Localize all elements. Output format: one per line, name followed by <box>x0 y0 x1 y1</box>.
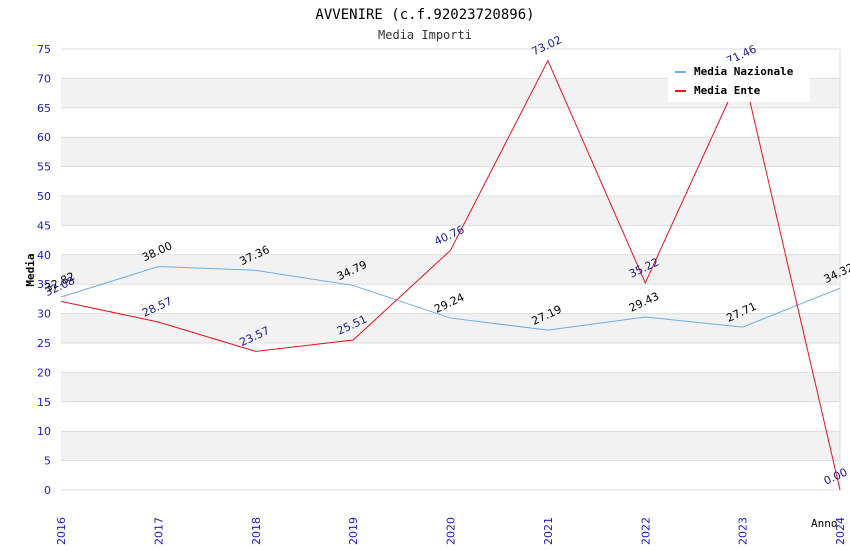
x-tick-label: 2020 <box>445 517 458 545</box>
plot-band <box>61 196 840 226</box>
x-tick-label: 2016 <box>55 517 68 545</box>
chart-title: AVVENIRE (c.f.92023720896) <box>315 7 534 23</box>
x-axis-ticks: 2016 2017 2018 2019 2020 2021 2022 2023 2024 <box>55 517 847 545</box>
legend-label-media-nazionale: Media Nazionale <box>694 65 794 78</box>
chart-subtitle: Media Importi <box>378 28 472 42</box>
legend-label-media-ente: Media Ente <box>694 84 761 97</box>
plot-band <box>61 284 840 314</box>
y-tick-label: 5 <box>44 455 51 468</box>
x-tick-label: 2018 <box>250 517 263 545</box>
y-tick-label: 50 <box>37 190 51 203</box>
plot-band <box>61 401 840 432</box>
y-tick-label: 0 <box>44 484 51 497</box>
y-tick-label: 75 <box>37 43 51 56</box>
y-tick-label: 40 <box>37 249 51 262</box>
y-axis-ticks: 0 5 10 15 20 25 30 35 40 45 50 55 60 65 70 75 <box>37 43 51 497</box>
x-axis-label: Anno <box>811 517 838 530</box>
plot-band <box>61 372 840 402</box>
y-axis-label: Media <box>24 253 37 286</box>
plot-bands <box>61 49 840 490</box>
grid-lines <box>61 48 841 491</box>
x-tick-label: 2021 <box>542 517 555 545</box>
y-tick-label: 15 <box>37 396 51 409</box>
y-tick-label: 70 <box>37 72 51 85</box>
plot-band <box>61 460 840 490</box>
x-tick-label: 2024 <box>834 517 847 545</box>
y-tick-label: 65 <box>37 102 51 115</box>
y-tick-label: 20 <box>37 366 51 379</box>
y-tick-label: 30 <box>37 308 51 321</box>
y-tick-label: 35 <box>37 278 51 291</box>
x-tick-label: 2023 <box>737 517 750 545</box>
legend-box <box>668 61 810 102</box>
series-line-media-ente <box>60 59 841 491</box>
y-tick-label: 60 <box>37 131 51 144</box>
plot-band <box>61 254 840 285</box>
plot-band <box>61 166 840 196</box>
x-tick-label: 2017 <box>152 517 165 545</box>
y-tick-label: 25 <box>37 337 51 350</box>
series-line-media-nazionale <box>60 266 841 331</box>
x-tick-label: 2022 <box>639 517 652 545</box>
plot-band <box>61 137 840 167</box>
x-tick-label: 2019 <box>347 517 360 545</box>
plot-band <box>61 431 840 461</box>
y-tick-label: 45 <box>37 219 51 232</box>
plot-band <box>61 107 840 138</box>
y-tick-label: 55 <box>37 161 51 174</box>
legend: Media Nazionale Media Ente <box>668 61 810 102</box>
y-tick-label: 10 <box>37 425 51 438</box>
plot-band <box>61 343 840 373</box>
series-lines <box>60 59 841 491</box>
